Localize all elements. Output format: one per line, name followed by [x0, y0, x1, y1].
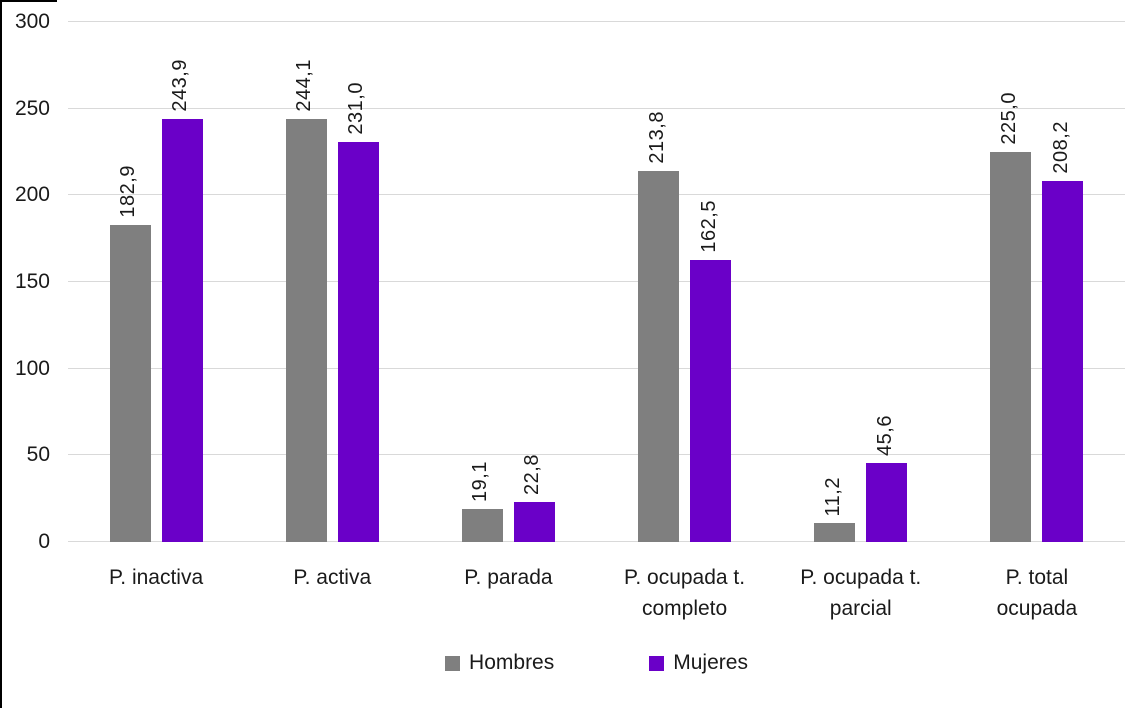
legend-item-hombres: Hombres: [445, 651, 554, 675]
x-axis-category-label: P. ocupada t. parcial: [800, 566, 922, 620]
bar-hombres-3: [461, 509, 503, 542]
data-label-mujeres-5: 45,6: [873, 415, 896, 456]
bar-hombres-6: [990, 152, 1032, 542]
x-axis-category-label: P. parada: [464, 566, 553, 589]
y-axis-tick-label-300: 300: [14, 10, 50, 33]
bar-hombres-5: [814, 523, 856, 542]
legend-label: Mujeres: [673, 651, 748, 674]
bar-mujeres-5: [866, 463, 908, 542]
x-axis-category-label: P. ocupada t. completo: [624, 566, 746, 620]
gridline-150: [68, 281, 1125, 282]
gridline-50: [68, 454, 1125, 456]
data-label-mujeres-4: 162,5: [697, 200, 720, 253]
bar-mujeres-3: [513, 502, 555, 542]
gridline-0: [68, 541, 1125, 542]
gridline-100: [68, 367, 1125, 369]
y-axis-tick-label-50: 50: [26, 443, 50, 467]
bar-hombres-4: [638, 171, 680, 542]
data-label-hombres-3: 19,1: [469, 461, 492, 502]
legend-label: Hombres: [469, 651, 555, 674]
bar-mujeres-6: [1042, 181, 1084, 542]
y-axis-tick-label-200: 200: [14, 183, 50, 207]
legend-swatch-icon: [649, 655, 665, 671]
data-label-mujeres-2: 231,0: [345, 82, 368, 135]
x-axis-category-label: P. activa: [293, 566, 372, 589]
bar-mujeres-2: [337, 142, 379, 542]
gridline-300: [68, 21, 1125, 22]
x-axis-category-label: P. inactiva: [108, 566, 204, 589]
legend-swatch-icon: [445, 655, 461, 671]
legend: Hombres Mujeres: [68, 651, 1125, 675]
y-axis-tick-label-250: 250: [14, 96, 50, 120]
gridline-250: [68, 107, 1125, 109]
data-label-hombres-1: 182,9: [117, 165, 140, 218]
bar-hombres-2: [285, 119, 327, 542]
frame-border-left: [0, 0, 2, 708]
data-label-mujeres-6: 208,2: [1049, 121, 1072, 174]
bar-mujeres-4: [690, 260, 732, 542]
data-label-mujeres-1: 243,9: [169, 59, 192, 112]
y-axis-tick-label-0: 0: [38, 530, 50, 553]
data-label-hombres-2: 244,1: [293, 59, 316, 112]
data-label-hombres-6: 225,0: [997, 92, 1020, 145]
data-label-hombres-4: 213,8: [645, 111, 668, 164]
data-label-hombres-5: 11,2: [821, 476, 844, 516]
y-axis-tick-label-150: 150: [14, 270, 50, 293]
legend-item-mujeres: Mujeres: [649, 651, 748, 675]
gridline-200: [68, 194, 1125, 196]
bar-hombres-1: [109, 225, 151, 542]
data-label-mujeres-3: 22,8: [521, 454, 544, 495]
frame-border-top: [0, 0, 57, 2]
x-axis-category-label: P. total ocupada: [996, 566, 1078, 620]
bar-mujeres-1: [161, 119, 203, 542]
y-axis-tick-label-100: 100: [14, 356, 50, 380]
